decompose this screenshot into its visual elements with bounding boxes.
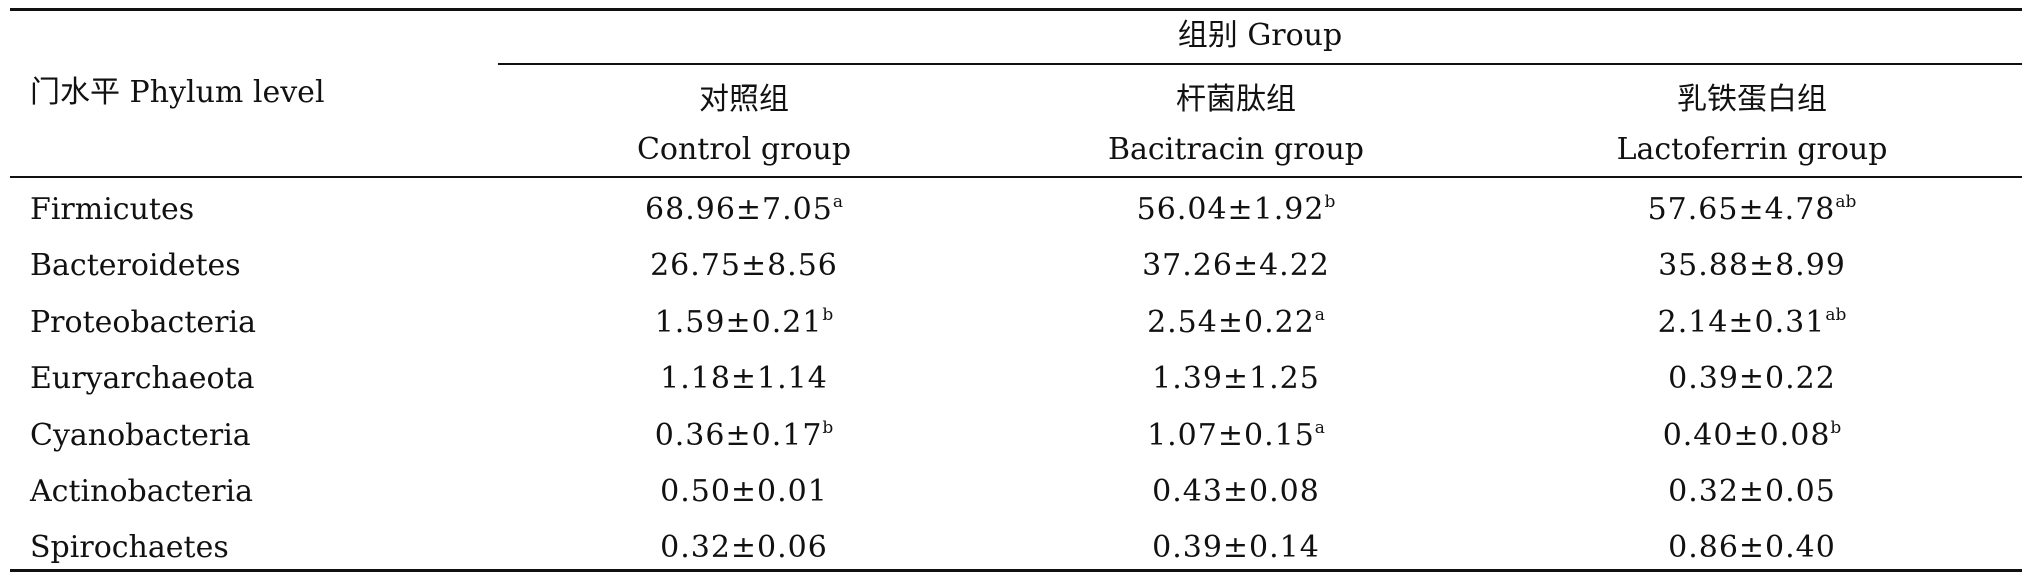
table-cell: 0.32±0.06: [498, 528, 990, 568]
table-cell: 0.43±0.08: [990, 472, 1482, 512]
significance-letter: ab: [1835, 192, 1857, 212]
table-cell: 56.04±1.92b: [990, 190, 1482, 230]
table-row: Spirochaetes 0.32±0.06 0.39±0.14 0.86±0.40: [0, 522, 2032, 578]
significance-letter: ab: [1825, 304, 1847, 325]
table-row: Cyanobacteria 0.36±0.17b 1.07±0.15a 0.40±0.…: [0, 410, 2032, 466]
column-header-lactoferrin-cn: 乳铁蛋白组: [1677, 82, 1827, 117]
column-header-bacitracin-en: Bacitracin group: [1108, 132, 1364, 167]
cell-value: 56.04±1.92: [1136, 192, 1325, 227]
table-cell: 0.39±0.22: [1482, 359, 2022, 399]
group-header-rule: [498, 63, 2022, 65]
phylum-name: Euryarchaeota: [30, 361, 255, 397]
significance-letter: a: [832, 192, 843, 212]
cell-value: 0.50±0.01: [660, 474, 828, 509]
table-cell: 0.36±0.17b: [498, 416, 990, 456]
column-header-bacitracin: 杆菌肽组 Bacitracin group: [990, 75, 1482, 175]
table-cell: 35.88±8.99: [1482, 246, 2022, 286]
column-header-bacitracin-cn: 杆菌肽组: [1176, 82, 1296, 117]
cell-value: 57.65±4.78: [1647, 192, 1836, 227]
cell-value: 0.39±0.22: [1668, 361, 1836, 397]
column-header-lactoferrin-en: Lactoferrin group: [1616, 132, 1888, 167]
table-row: Proteobacteria 1.59±0.21b 2.54±0.22a 2.14±0…: [0, 297, 2032, 353]
table-cell: 1.18±1.14: [498, 359, 990, 399]
cell-value: 0.86±0.40: [1668, 530, 1836, 566]
group-header: 组别 Group: [1177, 18, 1343, 53]
table-cell: 0.40±0.08b: [1482, 416, 2022, 456]
cell-value: 2.54±0.22: [1147, 304, 1315, 340]
table-cell: 57.65±4.78ab: [1482, 190, 2022, 230]
table-cell: 1.59±0.21b: [498, 303, 990, 343]
column-header-control: 对照组 Control group: [498, 75, 990, 175]
table-row: Bacteroidetes 26.75±8.56 37.26±4.22 35.88±8…: [0, 240, 2032, 296]
column-header-lactoferrin: 乳铁蛋白组 Lactoferrin group: [1482, 75, 2022, 175]
cell-value: 2.14±0.31: [1657, 304, 1826, 340]
header-bottom-rule: [10, 176, 2022, 178]
table-row: Firmicutes 68.96±7.05a 56.04±1.92b 57.65±4.…: [0, 184, 2032, 240]
cell-value: 0.43±0.08: [1152, 474, 1320, 509]
table-cell: 0.32±0.05: [1482, 472, 2022, 512]
table-cell: 37.26±4.22: [990, 246, 1482, 286]
table-cell: 26.75±8.56: [498, 246, 990, 286]
table-row: Actinobacteria 0.50±0.01 0.43±0.08 0.32±0.0…: [0, 466, 2032, 522]
cell-value: 0.32±0.06: [660, 530, 828, 566]
table-cell: 1.07±0.15a: [990, 416, 1482, 456]
table-cell: 2.54±0.22a: [990, 303, 1482, 343]
cell-value: 1.39±1.25: [1152, 361, 1320, 397]
phylum-name: Firmicutes: [30, 192, 195, 227]
phylum-name: Bacteroidetes: [30, 248, 241, 284]
significance-letter: b: [822, 417, 834, 438]
table-row: Euryarchaeota 1.18±1.14 1.39±1.25 0.39±0.22: [0, 353, 2032, 409]
phylum-level-header: 门水平 Phylum level: [30, 75, 325, 110]
cell-value: 68.96±7.05: [645, 192, 833, 227]
table-cell: 0.50±0.01: [498, 472, 990, 512]
cell-value: 35.88±8.99: [1658, 248, 1846, 284]
phylum-name: Spirochaetes: [30, 530, 229, 566]
cell-value: 37.26±4.22: [1142, 248, 1330, 284]
significance-letter: b: [822, 304, 834, 325]
significance-letter: b: [1830, 417, 1842, 438]
table-cell: 0.39±0.14: [990, 528, 1482, 568]
table-cell: 2.14±0.31ab: [1482, 303, 2022, 343]
cell-value: 1.18±1.14: [660, 361, 828, 397]
table-cell: 68.96±7.05a: [498, 190, 990, 230]
table-cell: 0.86±0.40: [1482, 528, 2022, 568]
top-rule: [10, 8, 2022, 11]
phylum-name: Proteobacteria: [30, 304, 256, 340]
cell-value: 0.32±0.05: [1668, 474, 1836, 509]
phylum-name: Actinobacteria: [30, 474, 254, 509]
column-header-control-en: Control group: [636, 132, 852, 167]
bottom-rule: [10, 569, 2022, 572]
cell-value: 26.75±8.56: [650, 248, 838, 284]
cell-value: 0.39±0.14: [1152, 530, 1320, 566]
table-cell: 1.39±1.25: [990, 359, 1482, 399]
cell-value: 0.36±0.17: [654, 417, 823, 453]
cell-value: 1.59±0.21: [654, 304, 823, 340]
significance-letter: a: [1314, 417, 1325, 438]
column-header-control-cn: 对照组: [699, 82, 789, 117]
significance-letter: a: [1314, 304, 1325, 325]
cell-value: 1.07±0.15: [1147, 417, 1315, 453]
significance-letter: b: [1324, 192, 1336, 212]
cell-value: 0.40±0.08: [1662, 417, 1831, 453]
phylum-name: Cyanobacteria: [30, 417, 251, 453]
